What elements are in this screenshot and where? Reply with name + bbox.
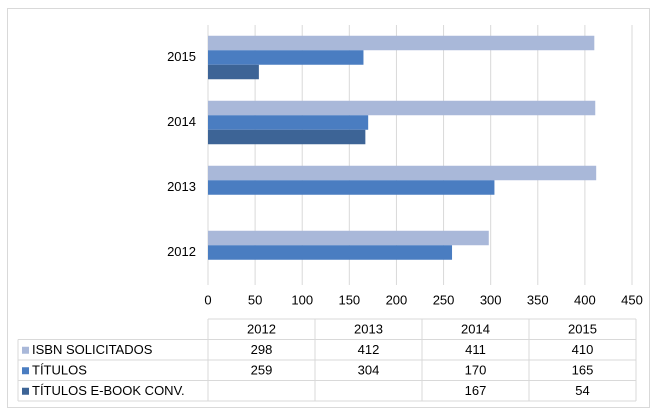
- table-header: 2014: [461, 322, 490, 337]
- bar: [208, 64, 259, 80]
- x-tick-label: 400: [574, 292, 596, 307]
- table-value: 411: [465, 342, 486, 357]
- legend-label: ISBN SOLICITADOS: [32, 342, 153, 357]
- table-value: 170: [465, 363, 487, 378]
- y-tick-label: 2013: [167, 179, 196, 194]
- x-tick-label: 0: [204, 292, 211, 307]
- table-value: 410: [572, 342, 594, 357]
- bar: [208, 180, 495, 195]
- table-value: 259: [251, 363, 273, 378]
- bar: [208, 129, 366, 145]
- bar: [208, 100, 596, 116]
- bar: [208, 230, 489, 246]
- bar: [208, 165, 597, 181]
- x-tick-label: 50: [248, 292, 262, 307]
- bar: [208, 115, 369, 130]
- bar: [208, 50, 364, 65]
- bar: [208, 245, 453, 260]
- x-tick-label: 200: [386, 292, 408, 307]
- x-tick-label: 350: [527, 292, 549, 307]
- x-tick-label: 450: [621, 292, 643, 307]
- bar: [208, 35, 595, 51]
- y-tick-label: 2012: [167, 244, 196, 259]
- table-value: 412: [358, 342, 380, 357]
- x-tick-label: 150: [338, 292, 360, 307]
- table-header: 2015: [568, 322, 597, 337]
- x-tick-label: 100: [291, 292, 313, 307]
- x-tick-label: 250: [433, 292, 455, 307]
- table-header: 2013: [354, 322, 383, 337]
- legend-key: [22, 346, 29, 354]
- chart-border: [7, 8, 650, 408]
- table-value: 167: [465, 383, 487, 398]
- legend-label: TÍTULOS E-BOOK CONV.: [32, 383, 185, 398]
- table-header: 2012: [247, 322, 276, 337]
- x-tick-label: 300: [480, 292, 502, 307]
- legend-key: [22, 367, 29, 375]
- legend-key: [22, 387, 29, 395]
- table-value: 54: [575, 383, 589, 398]
- table-value: 165: [572, 363, 594, 378]
- y-tick-label: 2014: [167, 114, 196, 129]
- legend-label: TÍTULOS: [32, 363, 87, 378]
- table-value: 298: [251, 342, 273, 357]
- y-tick-label: 2015: [167, 49, 196, 64]
- table-value: 304: [358, 363, 380, 378]
